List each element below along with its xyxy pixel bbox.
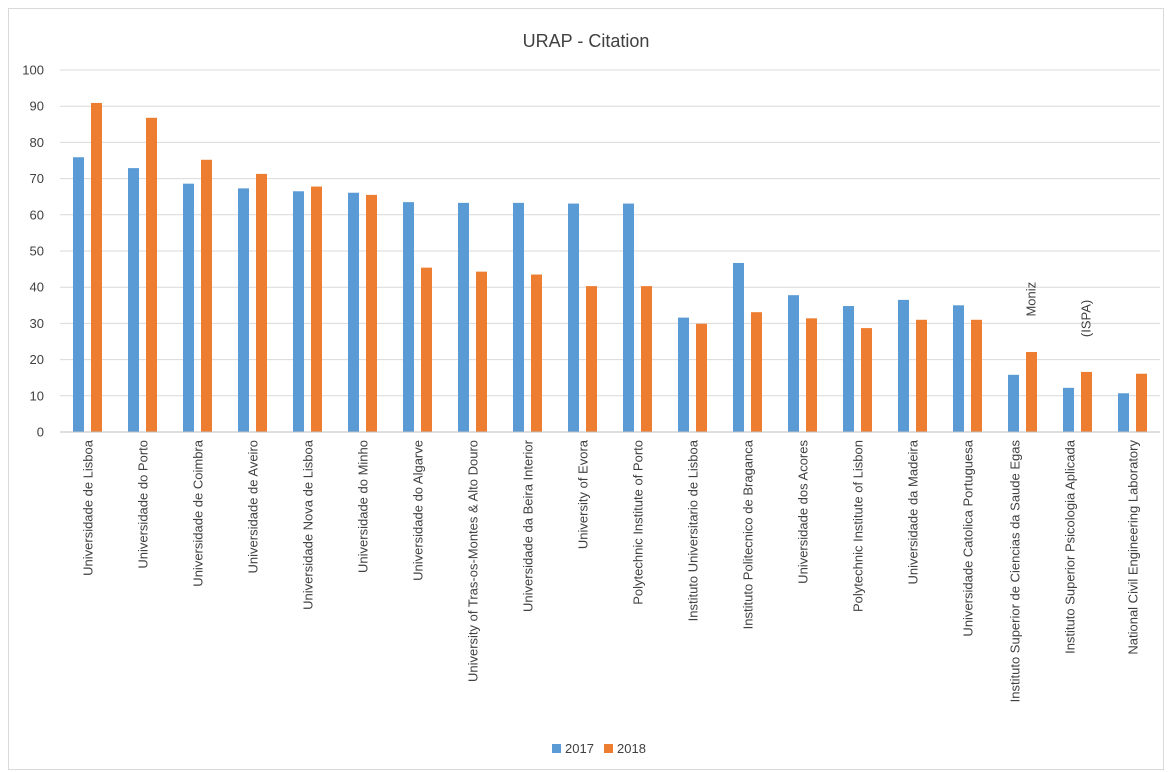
bar-2018 [751, 312, 762, 432]
bar-2018 [1081, 371, 1092, 432]
y-tick-label: 10 [30, 388, 44, 403]
y-tick-label: 50 [30, 244, 44, 259]
bar-2018 [696, 323, 707, 432]
x-tick-label: Moniz [1024, 282, 1039, 317]
bar-2017 [898, 299, 909, 432]
x-tick-label: (ISPA) [1079, 300, 1094, 337]
bar-2017 [348, 192, 359, 432]
bar-2017 [183, 183, 194, 432]
bar-2018 [476, 271, 487, 432]
bar-2018 [1136, 373, 1147, 432]
bar-2017 [568, 203, 579, 432]
x-tick-label: Universidade da Madeira [906, 439, 921, 584]
bar-2018 [366, 194, 377, 432]
y-tick-label: 90 [30, 99, 44, 114]
bar-2017 [403, 202, 414, 432]
x-tick-label: Instituto Superior Psicologia Aplicada [1063, 439, 1078, 654]
bar-2018 [146, 117, 157, 432]
y-tick-label: 70 [30, 171, 44, 186]
bar-2017 [788, 295, 799, 432]
x-tick-label: Polytechnic Institute of Lisbon [851, 440, 866, 612]
bar-2017 [1063, 387, 1074, 432]
x-tick-label: Universidade do Minho [356, 440, 371, 573]
y-tick-label: 100 [22, 63, 44, 78]
bar-2017 [1008, 374, 1019, 432]
bar-2018 [916, 319, 927, 432]
bar-2017 [238, 188, 249, 432]
bar-2017 [733, 262, 744, 432]
y-tick-label: 80 [30, 135, 44, 150]
legend-swatch-2017 [552, 744, 561, 753]
x-tick-label: Instituto Politecnico de Braganca [741, 439, 756, 629]
bar-2018 [311, 186, 322, 432]
bar-2018 [861, 328, 872, 432]
bar-2017 [513, 202, 524, 432]
legend-label-2017: 2017 [565, 741, 594, 756]
legend-swatch-2018 [604, 744, 613, 753]
y-tick-label: 20 [30, 352, 44, 367]
bar-2018 [256, 173, 267, 433]
bar-2017 [458, 202, 469, 432]
bar-2017 [953, 305, 964, 432]
x-tick-label: Instituto Superior de Ciencias da Saude … [1008, 440, 1023, 703]
bar-2017 [623, 203, 634, 432]
legend-label-2018: 2018 [617, 741, 646, 756]
bar-2017 [128, 168, 139, 433]
x-tick-label: Universidade Nova de Lisboa [301, 439, 316, 610]
bar-2018 [201, 159, 212, 432]
x-tick-label: Universidade do Algarve [411, 440, 426, 581]
bar-2018 [586, 286, 597, 432]
x-tick-label: Universidade de Lisboa [81, 439, 96, 576]
chart-title: URAP - Citation [523, 31, 650, 51]
x-tick-label: National Civil Engineering Laboratory [1126, 440, 1141, 655]
bar-2017 [73, 157, 84, 432]
x-tick-label: Universidade do Porto [136, 440, 151, 569]
bar-2018 [1026, 351, 1037, 432]
bar-2017 [843, 306, 854, 432]
bar-2017 [678, 317, 689, 432]
x-tick-label: Universidade de Coimbra [191, 439, 206, 586]
y-tick-label: 40 [30, 280, 44, 295]
x-tick-label: University of Evora [576, 439, 591, 549]
x-tick-label: Universidade Catolica Portuguesa [961, 439, 976, 636]
y-tick-label: 0 [37, 425, 44, 440]
x-tick-label: Universidade dos Acores [796, 440, 811, 584]
y-tick-label: 60 [30, 207, 44, 222]
bar-2017 [1118, 393, 1129, 432]
x-tick-label: Polytechnic Institute of Porto [631, 440, 646, 605]
bar-2018 [531, 274, 542, 432]
x-tick-label: Instituto Universitario de Lisboa [686, 439, 701, 621]
bar-2018 [971, 319, 982, 432]
x-tick-label: University of Tras-os-Montes & Alto Dour… [466, 440, 481, 682]
bar-2018 [641, 286, 652, 432]
bar-2018 [91, 102, 102, 432]
bar-2018 [421, 267, 432, 432]
x-tick-label: Universidade da Beira Interior [521, 439, 536, 612]
y-tick-label: 30 [30, 316, 44, 331]
x-tick-label: Universidade de Aveiro [246, 440, 261, 573]
bar-2018 [806, 318, 817, 432]
bar-2017 [293, 191, 304, 432]
